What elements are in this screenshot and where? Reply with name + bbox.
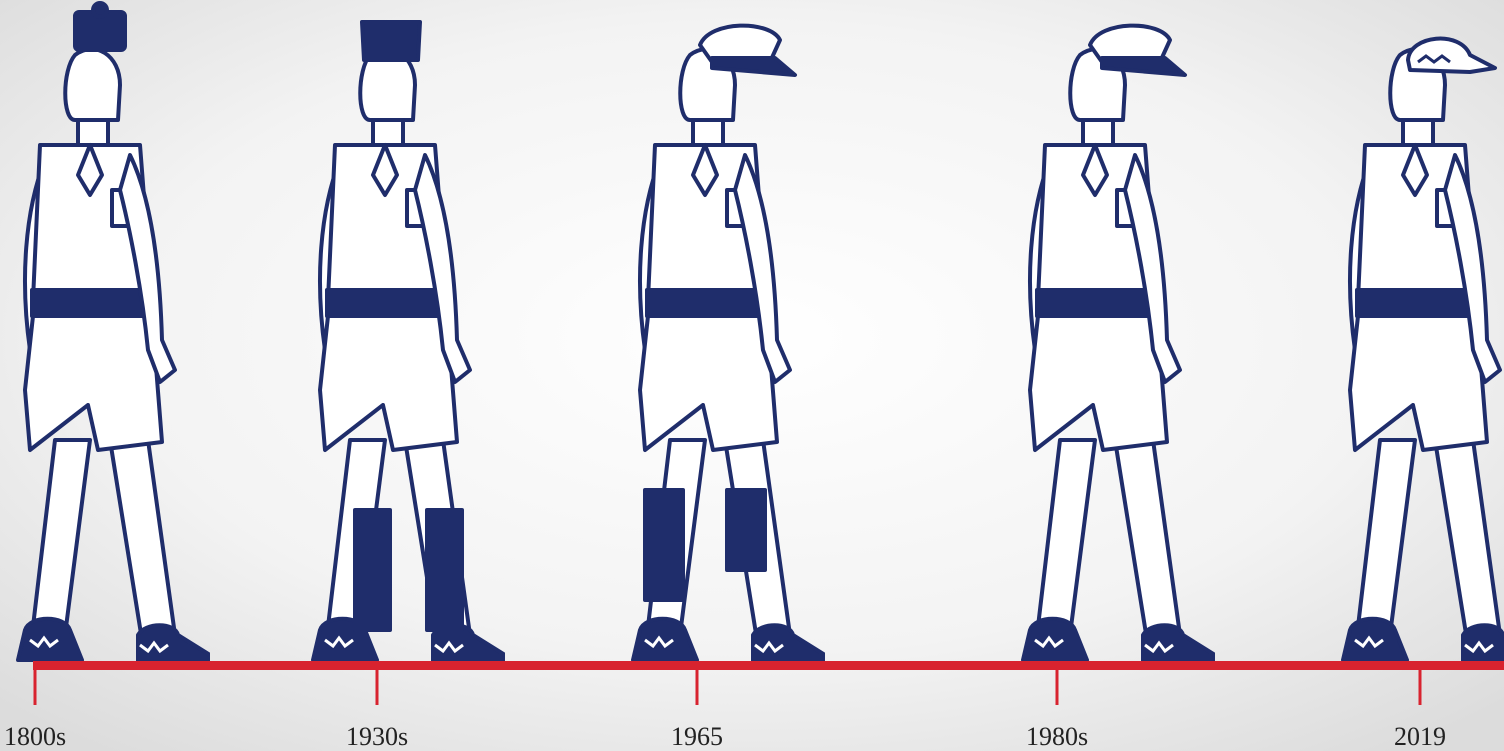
timeline-tick [1056, 665, 1059, 705]
page: 1800s1930s19651980s2019 (() => { const d… [0, 0, 1504, 751]
timeline-tick [696, 665, 699, 705]
timeline-label: 1930s [346, 722, 408, 751]
timeline-label: 1800s [4, 722, 66, 751]
timeline-tick [34, 665, 37, 705]
timeline-label: 1980s [1026, 722, 1088, 751]
uniform-timeline: 1800s 1930s 1965 1980s 2019 [0, 0, 1504, 751]
timeline-axis [33, 661, 1504, 670]
timeline-label: 2019 [1394, 722, 1446, 751]
timeline-label: 1965 [671, 722, 723, 751]
timeline-tick [376, 665, 379, 705]
timeline-tick [1419, 665, 1422, 705]
